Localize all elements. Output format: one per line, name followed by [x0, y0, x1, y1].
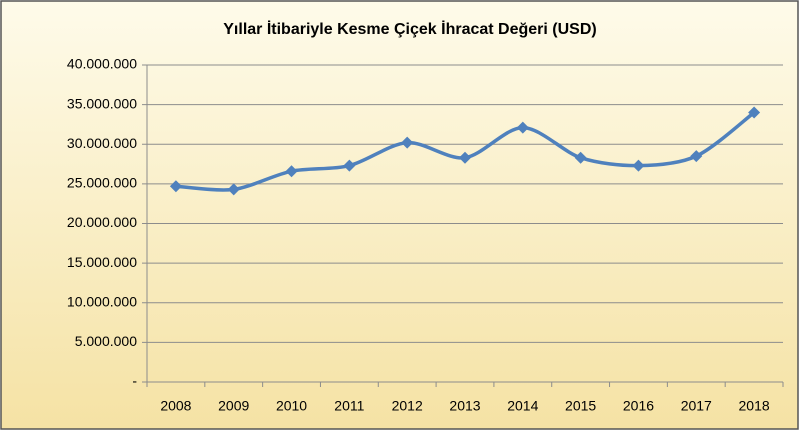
y-tick-label: 5.000.000 [75, 333, 137, 349]
chart-title: Yıllar İtibariyle Kesme Çiçek İhracat De… [223, 20, 596, 38]
point-marker [285, 165, 298, 178]
point-marker [574, 151, 587, 164]
y-tick-label: 40.000.000 [67, 56, 137, 72]
x-tick-label: 2009 [218, 398, 249, 414]
y-tick-label: 25.000.000 [67, 175, 137, 191]
x-tick-label: 2014 [507, 398, 538, 414]
y-tick-label: 35.000.000 [67, 95, 137, 111]
point-marker [459, 151, 471, 164]
point-marker [632, 159, 645, 172]
x-tick-label: 2015 [565, 398, 596, 414]
x-tick-label: 2008 [160, 398, 191, 414]
point-marker [169, 180, 182, 193]
x-tick-label: 2010 [276, 398, 307, 414]
point-marker [516, 121, 529, 134]
point-marker [401, 136, 414, 149]
y-tick-label: 10.000.000 [67, 293, 137, 309]
x-tick-label: 2017 [681, 398, 712, 414]
x-tick-label: 2013 [449, 398, 480, 414]
point-marker [690, 150, 703, 163]
point-marker [748, 106, 761, 119]
y-tick-label: 30.000.000 [67, 135, 137, 151]
x-tick-label: 2016 [623, 398, 654, 414]
x-tick-label: 2018 [739, 398, 770, 414]
point-marker [343, 159, 356, 172]
y-tick-label: - [132, 373, 137, 389]
y-tick-label: 20.000.000 [67, 214, 137, 230]
x-tick-label: 2011 [334, 398, 364, 414]
y-tick-label: 15.000.000 [67, 254, 137, 270]
point-marker [227, 183, 240, 196]
x-tick-label: 2012 [392, 398, 423, 414]
